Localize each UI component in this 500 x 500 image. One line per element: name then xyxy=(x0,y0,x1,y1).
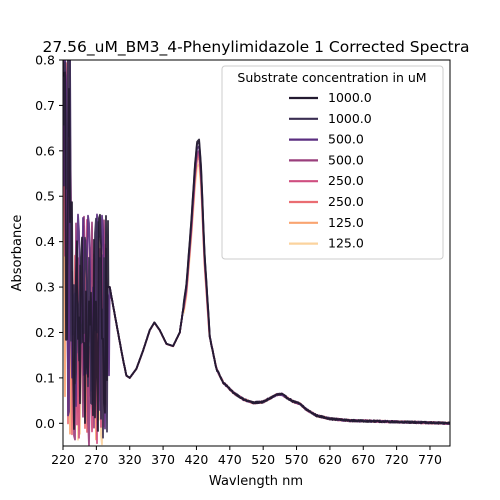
plot-area xyxy=(62,59,451,447)
y-tick-label: 0.8 xyxy=(35,53,55,68)
x-tick-label: 220 xyxy=(51,452,75,467)
x-tick-label: 470 xyxy=(218,452,242,467)
legend-label: 500.0 xyxy=(328,132,364,147)
y-tick-label: 0.7 xyxy=(35,98,55,113)
y-tick-label: 0.5 xyxy=(35,189,55,204)
y-axis: 0.0 0.1 0.2 0.3 0.4 0.5 0.6 0.7 0.8 xyxy=(35,53,63,431)
series-lines xyxy=(63,60,450,446)
x-tick-label: 620 xyxy=(318,452,342,467)
x-tick-label: 520 xyxy=(251,452,275,467)
series-line-1 xyxy=(63,71,450,432)
legend-title: Substrate concentration in uM xyxy=(237,70,426,85)
y-tick-label: 0.6 xyxy=(35,143,55,158)
plot-frame xyxy=(62,59,451,447)
y-tick-label: 0.4 xyxy=(35,234,55,249)
legend-entries: 1000.0 1000.0 500.0 500.0 250.0 250.0 125.0 125… xyxy=(289,90,372,251)
x-tick-label: 270 xyxy=(84,452,108,467)
legend: Substrate concentration in uM 1000.01000… xyxy=(221,65,444,260)
legend-label: 500.0 xyxy=(328,152,364,167)
legend-label: 125.0 xyxy=(328,236,364,251)
legend-label: 1000.0 xyxy=(328,90,372,105)
x-axis: 220 270 320 370 420 470 520 570 620 670 720 770 xyxy=(51,446,442,467)
legend-box xyxy=(221,65,444,260)
y-tick-label: 0.3 xyxy=(35,280,55,295)
x-tick-label: 570 xyxy=(285,452,309,467)
legend-label: 1000.0 xyxy=(328,111,372,126)
x-tick-label: 720 xyxy=(385,452,409,467)
x-tick-label: 670 xyxy=(351,452,375,467)
chart-title: 27.56_uM_BM3_4-Phenylimidazole 1 Correct… xyxy=(43,38,470,57)
x-tick-label: 770 xyxy=(418,452,442,467)
y-tick-label: 0.1 xyxy=(35,370,55,385)
y-axis-label: Absorbance xyxy=(10,215,25,292)
legend-label: 250.0 xyxy=(328,173,364,188)
legend-label: 125.0 xyxy=(328,215,364,230)
x-tick-label: 420 xyxy=(185,452,209,467)
x-tick-label: 320 xyxy=(118,452,142,467)
y-tick-label: 0.0 xyxy=(35,416,55,431)
legend-label: 250.0 xyxy=(328,194,364,209)
x-axis-label: Wavlength nm xyxy=(209,474,303,489)
y-tick-label: 0.2 xyxy=(35,325,55,340)
x-tick-label: 370 xyxy=(151,452,175,467)
